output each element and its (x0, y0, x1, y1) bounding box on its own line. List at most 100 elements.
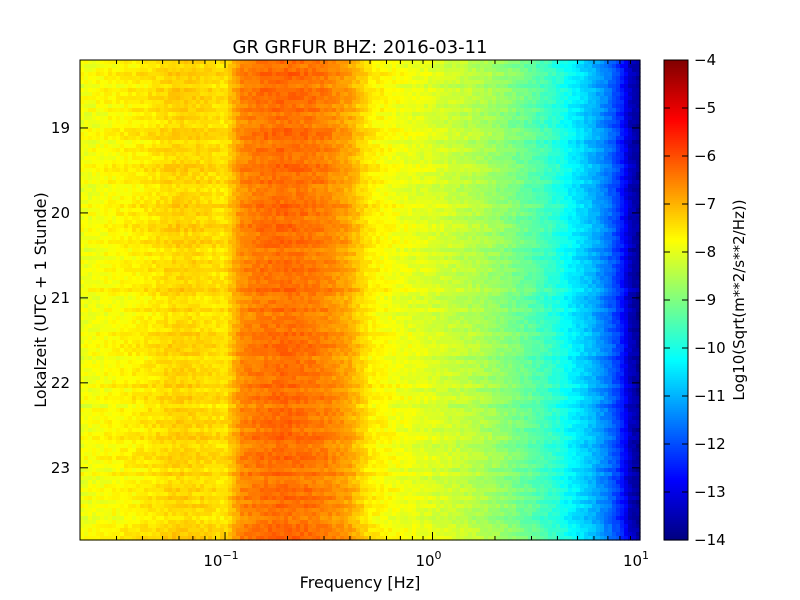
heatmap-cell (176, 100, 181, 105)
heatmap-cell (268, 60, 273, 65)
heatmap-cell (600, 68, 605, 73)
heatmap-cell (452, 180, 457, 185)
heatmap-cell (204, 160, 209, 165)
heatmap-cell (496, 144, 501, 149)
heatmap-cell (608, 128, 613, 133)
heatmap-cell (248, 120, 253, 125)
heatmap-cell (612, 96, 617, 101)
heatmap-cell (224, 140, 229, 145)
heatmap-cell (452, 112, 457, 117)
heatmap-cell (428, 104, 433, 109)
heatmap-cell (508, 176, 513, 181)
heatmap-cell (156, 120, 161, 125)
heatmap-cell (524, 60, 529, 65)
heatmap-cell (376, 192, 381, 197)
heatmap-cell (276, 132, 281, 137)
heatmap-cell (632, 60, 637, 65)
heatmap-cell (144, 88, 149, 93)
heatmap-cell (456, 64, 461, 69)
heatmap-cell (504, 176, 509, 181)
heatmap-cell (516, 104, 521, 109)
heatmap-cell (452, 136, 457, 141)
heatmap-cell (236, 196, 241, 201)
heatmap-cell (520, 100, 525, 105)
heatmap-cell (336, 60, 341, 65)
heatmap-cell (308, 112, 313, 117)
heatmap-cell (536, 164, 541, 169)
heatmap-cell (384, 192, 389, 197)
heatmap-cell (488, 168, 493, 173)
heatmap-cell (348, 72, 353, 77)
heatmap-cell (504, 96, 509, 101)
heatmap-cell (624, 164, 629, 169)
heatmap-cell (440, 104, 445, 109)
heatmap-cell (240, 188, 245, 193)
heatmap-cell (204, 80, 209, 85)
heatmap-cell (456, 152, 461, 157)
heatmap-cell (312, 68, 317, 73)
heatmap-cell (324, 116, 329, 121)
heatmap-cell (340, 60, 345, 65)
heatmap-cell (184, 116, 189, 121)
heatmap-cell (340, 144, 345, 149)
heatmap-cell (116, 96, 121, 101)
heatmap-cell (484, 136, 489, 141)
heatmap-cell (248, 144, 253, 149)
heatmap-cell (328, 180, 333, 185)
heatmap-cell (352, 136, 357, 141)
heatmap-cell (404, 136, 409, 141)
heatmap-cell (160, 72, 165, 77)
heatmap-cell (88, 184, 93, 189)
heatmap-cell (296, 200, 301, 205)
heatmap-cell (96, 200, 101, 205)
heatmap-cell (424, 60, 429, 65)
heatmap-cell (476, 156, 481, 161)
heatmap-cell (416, 148, 421, 153)
heatmap-cell (408, 140, 413, 145)
heatmap-cell (456, 112, 461, 117)
heatmap-cell (192, 160, 197, 165)
heatmap-cell (588, 84, 593, 89)
heatmap-cell (544, 172, 549, 177)
heatmap-cell (600, 176, 605, 181)
heatmap-cell (100, 80, 105, 85)
heatmap-cell (236, 96, 241, 101)
heatmap-cell (432, 88, 437, 93)
heatmap-cell (560, 104, 565, 109)
heatmap-cell (484, 92, 489, 97)
heatmap-cell (244, 200, 249, 205)
heatmap-cell (444, 100, 449, 105)
heatmap-cell (112, 192, 117, 197)
heatmap-cell (96, 64, 101, 69)
heatmap-cell (444, 64, 449, 69)
heatmap-cell (376, 68, 381, 73)
heatmap-cell (588, 124, 593, 129)
heatmap-cell (364, 120, 369, 125)
heatmap-cell (596, 148, 601, 153)
heatmap-cell (104, 156, 109, 161)
heatmap-cell (316, 184, 321, 189)
heatmap-cell (436, 72, 441, 77)
heatmap-cell (472, 180, 477, 185)
heatmap-cell (460, 112, 465, 117)
heatmap-cell (564, 144, 569, 149)
heatmap-cell (176, 200, 181, 205)
heatmap-cell (404, 188, 409, 193)
heatmap-cell (412, 132, 417, 137)
heatmap-cell (556, 180, 561, 185)
heatmap-cell (228, 160, 233, 165)
heatmap-cell (636, 76, 641, 81)
heatmap-cell (516, 116, 521, 121)
heatmap-cell (112, 196, 117, 201)
heatmap-cell (252, 128, 257, 133)
heatmap-cell (176, 104, 181, 109)
heatmap-cell (528, 184, 533, 189)
heatmap-cell (144, 188, 149, 193)
heatmap-cell (328, 200, 333, 205)
heatmap-cell (544, 128, 549, 133)
heatmap-cell (568, 136, 573, 141)
heatmap-cell (276, 140, 281, 145)
heatmap-cell (340, 172, 345, 177)
heatmap-cell (544, 136, 549, 141)
heatmap-cell (536, 152, 541, 157)
